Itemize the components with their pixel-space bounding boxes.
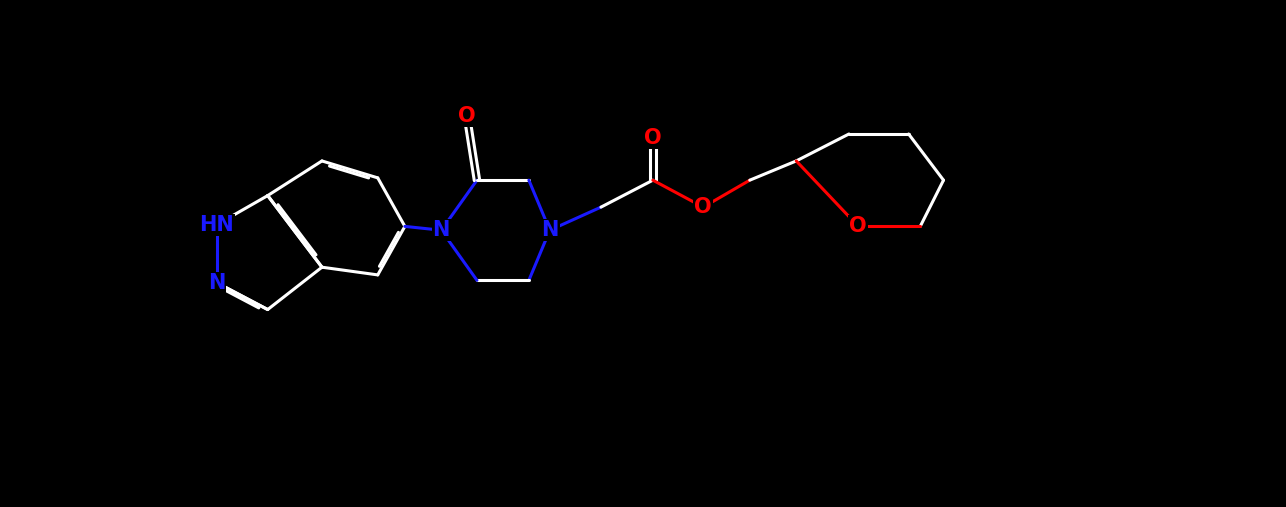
Text: O: O: [644, 128, 662, 148]
Text: O: O: [458, 106, 476, 126]
Text: HN: HN: [199, 215, 234, 235]
Text: N: N: [208, 273, 225, 293]
Text: N: N: [541, 220, 558, 240]
Text: N: N: [432, 220, 450, 240]
Text: O: O: [850, 216, 867, 236]
Text: O: O: [694, 197, 712, 217]
